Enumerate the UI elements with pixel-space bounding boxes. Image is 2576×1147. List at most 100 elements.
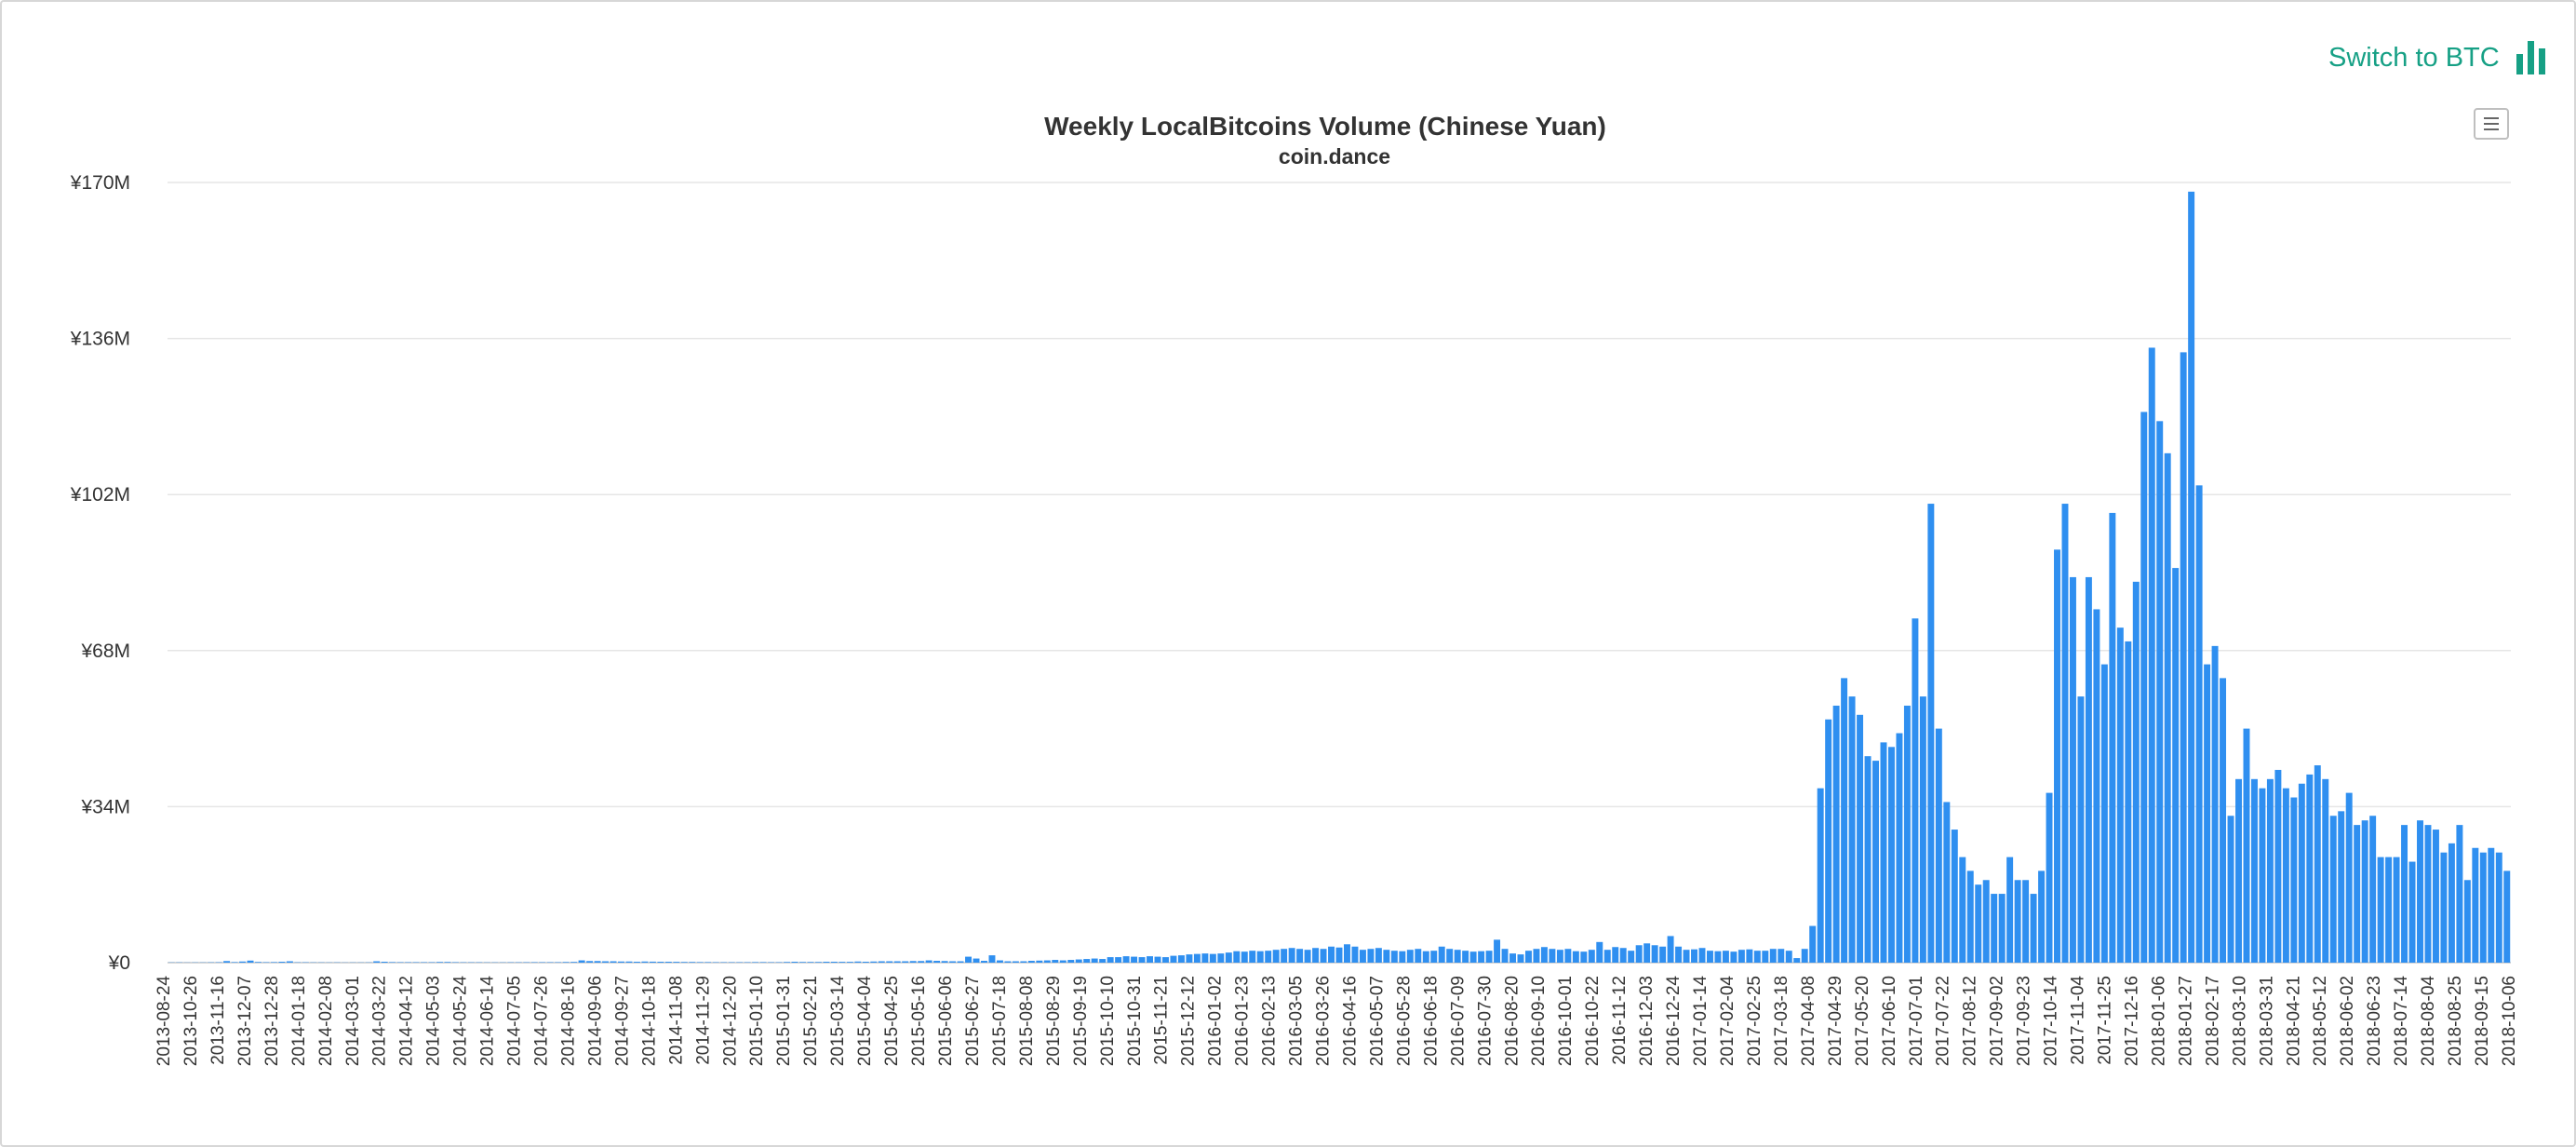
- bar[interactable]: [1517, 954, 1524, 963]
- bar[interactable]: [870, 961, 878, 963]
- bar[interactable]: [1959, 857, 1966, 963]
- bar[interactable]: [2030, 894, 2037, 963]
- bar[interactable]: [2440, 852, 2448, 963]
- bar[interactable]: [1501, 949, 1509, 963]
- bar[interactable]: [1147, 956, 1153, 963]
- bar[interactable]: [1375, 948, 1382, 963]
- bar[interactable]: [1762, 951, 1769, 963]
- bar[interactable]: [286, 961, 293, 963]
- bar[interactable]: [373, 961, 381, 963]
- bar[interactable]: [1603, 950, 1611, 963]
- bar[interactable]: [664, 962, 672, 963]
- bar[interactable]: [2432, 830, 2439, 963]
- bar[interactable]: [1186, 954, 1193, 963]
- bar[interactable]: [2164, 452, 2171, 964]
- bar[interactable]: [1075, 959, 1082, 963]
- bar[interactable]: [1177, 955, 1185, 963]
- bar[interactable]: [2488, 847, 2495, 963]
- bar[interactable]: [2054, 549, 2060, 963]
- bar[interactable]: [1225, 952, 1232, 963]
- bar[interactable]: [2306, 774, 2314, 963]
- bar[interactable]: [854, 961, 862, 963]
- bar[interactable]: [799, 962, 806, 963]
- bar[interactable]: [1351, 946, 1359, 963]
- bar[interactable]: [1896, 733, 1903, 963]
- bar[interactable]: [1193, 953, 1201, 963]
- bar[interactable]: [807, 962, 814, 963]
- bar[interactable]: [925, 960, 932, 963]
- bar[interactable]: [1698, 948, 1706, 963]
- bar[interactable]: [255, 962, 262, 963]
- bar[interactable]: [1644, 943, 1651, 963]
- bar[interactable]: [981, 961, 987, 963]
- bar[interactable]: [444, 962, 451, 963]
- bar[interactable]: [1927, 504, 1935, 963]
- bar[interactable]: [1540, 947, 1548, 963]
- bar[interactable]: [2282, 788, 2289, 963]
- bar[interactable]: [1170, 955, 1177, 963]
- bar[interactable]: [2116, 627, 2124, 963]
- bar[interactable]: [1265, 951, 1272, 963]
- bar[interactable]: [1154, 956, 1161, 963]
- bar[interactable]: [957, 961, 964, 963]
- bar[interactable]: [2266, 778, 2274, 963]
- bar[interactable]: [231, 962, 238, 963]
- bar[interactable]: [965, 956, 972, 963]
- bar[interactable]: [2338, 811, 2345, 963]
- bar-chart-icon[interactable]: [2515, 37, 2548, 74]
- bar[interactable]: [2125, 641, 2132, 963]
- bar[interactable]: [823, 962, 830, 963]
- bar[interactable]: [1288, 948, 1295, 963]
- bar[interactable]: [1801, 949, 1808, 963]
- bar[interactable]: [649, 961, 656, 963]
- bar[interactable]: [1809, 925, 1817, 963]
- bar[interactable]: [704, 962, 712, 963]
- bar[interactable]: [1383, 950, 1390, 963]
- bar[interactable]: [1525, 951, 1532, 963]
- bar[interactable]: [1832, 705, 1840, 963]
- bar[interactable]: [1115, 957, 1122, 963]
- bar[interactable]: [1588, 950, 1595, 963]
- bar[interactable]: [1998, 894, 2006, 963]
- bar[interactable]: [886, 961, 893, 963]
- bar[interactable]: [2227, 816, 2234, 963]
- bar[interactable]: [1004, 961, 1012, 963]
- bar[interactable]: [1304, 950, 1311, 963]
- bar[interactable]: [696, 962, 704, 963]
- bar[interactable]: [1880, 742, 1887, 963]
- bar[interactable]: [1714, 951, 1722, 963]
- bar[interactable]: [1217, 953, 1225, 963]
- bar[interactable]: [2140, 412, 2148, 964]
- bar[interactable]: [1454, 950, 1461, 963]
- bar[interactable]: [2479, 852, 2487, 963]
- bar[interactable]: [2204, 664, 2211, 963]
- bar[interactable]: [846, 962, 853, 963]
- bar[interactable]: [1667, 936, 1674, 963]
- bar[interactable]: [1415, 949, 1422, 963]
- bar[interactable]: [1052, 960, 1059, 963]
- bar[interactable]: [2093, 609, 2100, 963]
- bar[interactable]: [2195, 485, 2203, 963]
- bar[interactable]: [1328, 946, 1335, 963]
- chart-menu-button[interactable]: [2474, 108, 2509, 140]
- bar[interactable]: [1209, 953, 1216, 963]
- bar[interactable]: [270, 962, 277, 963]
- bar[interactable]: [625, 961, 633, 963]
- bar[interactable]: [1201, 953, 1209, 963]
- bar[interactable]: [2377, 857, 2384, 963]
- bar[interactable]: [586, 961, 594, 963]
- bar[interactable]: [1572, 951, 1579, 963]
- bar[interactable]: [1281, 949, 1288, 963]
- bar[interactable]: [1951, 830, 1958, 963]
- bar[interactable]: [918, 961, 925, 963]
- bar[interactable]: [1122, 956, 1130, 963]
- bar[interactable]: [610, 961, 617, 963]
- bar[interactable]: [2401, 825, 2408, 963]
- bar[interactable]: [657, 962, 664, 963]
- bar[interactable]: [1991, 894, 1998, 963]
- bar[interactable]: [2463, 880, 2471, 963]
- bar[interactable]: [1344, 944, 1350, 963]
- bar[interactable]: [1746, 949, 1753, 963]
- bar[interactable]: [1138, 957, 1146, 963]
- bar[interactable]: [2220, 678, 2227, 963]
